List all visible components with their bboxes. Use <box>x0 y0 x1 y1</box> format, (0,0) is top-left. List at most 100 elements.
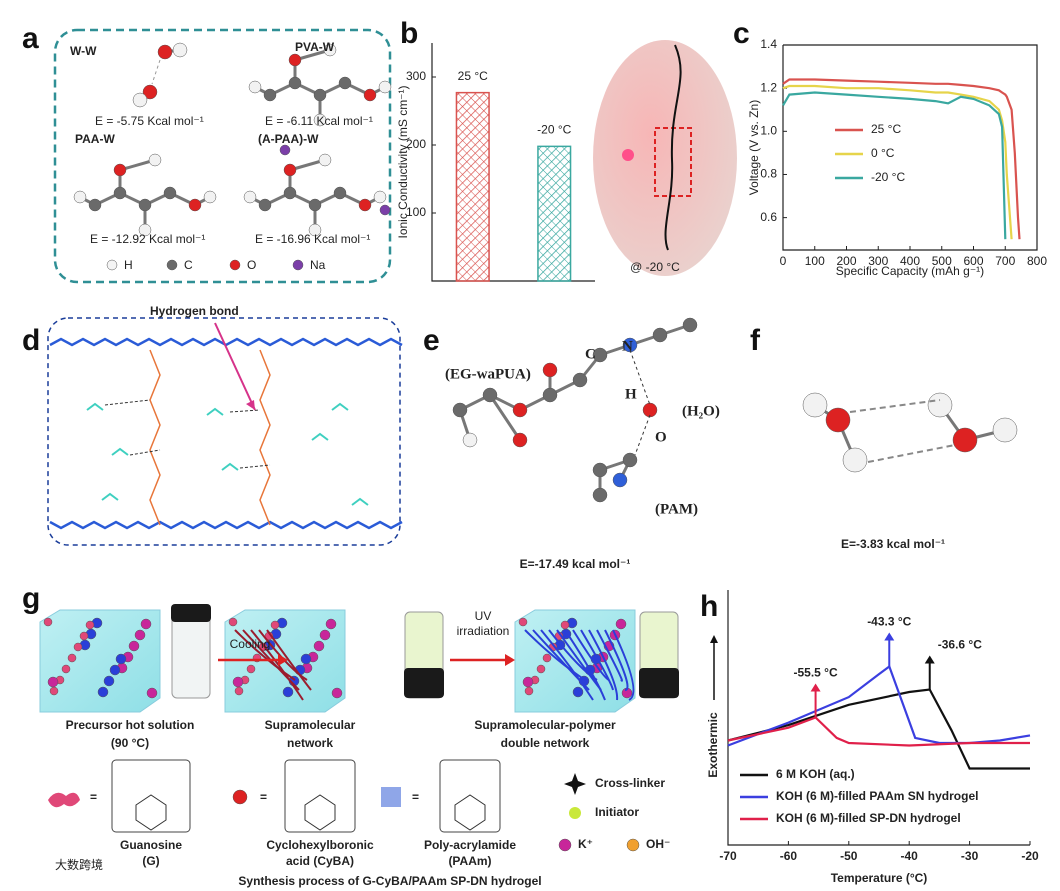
panel-letter: g <box>22 582 40 615</box>
x-tick-label: 300 <box>868 254 888 268</box>
legend-label: OH⁻ <box>646 837 670 851</box>
legend-label: -20 °C <box>871 170 905 184</box>
atom <box>319 629 331 641</box>
panel-a-label: PAA-W <box>75 132 115 146</box>
water <box>206 407 224 416</box>
network <box>596 629 623 682</box>
atom <box>622 452 638 468</box>
atom <box>323 43 337 57</box>
atom <box>85 620 95 630</box>
atom <box>642 402 658 418</box>
component-label: Cyclohexylboronic <box>266 838 374 852</box>
atom <box>536 664 546 674</box>
legend-label: O <box>247 258 256 272</box>
legend-label: Cross-linker <box>595 776 665 790</box>
atom <box>626 838 640 852</box>
atom <box>542 362 558 378</box>
atom <box>283 163 297 177</box>
atom <box>592 462 608 478</box>
atom <box>49 686 59 696</box>
water <box>111 447 129 456</box>
bond <box>488 394 522 441</box>
peak-label: -36.6 °C <box>938 638 982 652</box>
series-line <box>727 688 1030 770</box>
atom <box>452 402 468 418</box>
x-tick-label: 0 <box>780 254 787 268</box>
energy-label: E = -6.11 Kcal mol⁻¹ <box>265 114 373 128</box>
panel-a-frame <box>53 28 392 284</box>
atom <box>313 113 327 127</box>
x-axis-label: Temperature (°C) <box>831 871 928 885</box>
series-line <box>782 84 1013 240</box>
atom-label: (PAM) <box>655 501 698 517</box>
axis <box>782 44 1038 251</box>
atom <box>333 186 347 200</box>
panel-letter: f <box>750 324 761 357</box>
network <box>604 629 629 691</box>
water <box>86 402 104 411</box>
x-tick-label: -20 <box>1021 849 1039 863</box>
annotation-head <box>810 683 821 692</box>
atom <box>542 387 558 403</box>
polymer-chain <box>49 520 403 530</box>
atom <box>313 640 325 652</box>
legend-label: H <box>124 258 133 272</box>
annotation-head <box>924 655 935 664</box>
atom <box>560 620 570 630</box>
h-bond <box>239 464 271 469</box>
atom <box>148 153 162 167</box>
x-tick-label: -40 <box>901 849 919 863</box>
atom <box>282 686 294 698</box>
atom <box>572 372 588 388</box>
atom <box>802 392 828 418</box>
atom <box>258 198 272 212</box>
x-tick-label: 800 <box>1027 254 1047 268</box>
atom <box>234 686 244 696</box>
atom <box>512 432 528 448</box>
atom <box>292 259 304 271</box>
atom <box>142 84 158 100</box>
atom <box>313 88 327 102</box>
legend-label: 25 °C <box>871 122 901 136</box>
cube <box>39 609 161 713</box>
network <box>250 629 304 701</box>
network <box>564 629 606 701</box>
atom <box>524 686 534 696</box>
h-bond <box>867 444 956 463</box>
arrow-head <box>278 654 288 666</box>
panel-a-label: (A-PAA)-W <box>258 132 319 146</box>
wire <box>664 44 682 251</box>
pointer-head <box>246 400 255 410</box>
panel-letter: h <box>700 590 718 623</box>
series-line <box>727 664 1031 747</box>
bar <box>455 91 490 282</box>
atom <box>232 789 248 805</box>
atom <box>138 223 152 237</box>
energy-label: E = -16.96 Kcal mol⁻¹ <box>255 232 370 246</box>
atom <box>113 186 127 200</box>
atom <box>188 198 202 212</box>
legend-label: C <box>184 258 193 272</box>
atom-label: O <box>655 429 667 445</box>
atom <box>825 407 851 433</box>
atom <box>113 163 127 177</box>
h-bond <box>849 399 941 413</box>
atom <box>358 198 372 212</box>
atom <box>952 427 978 453</box>
atom <box>338 76 352 90</box>
structure-box <box>439 759 501 833</box>
paam-icon <box>381 787 401 807</box>
atom <box>106 259 118 271</box>
component-label: (G) <box>142 854 159 868</box>
atom <box>512 402 528 418</box>
atom <box>232 676 244 688</box>
atom <box>363 88 377 102</box>
h-bond <box>151 59 161 85</box>
network <box>588 629 619 701</box>
caption: Synthesis process of G-CyBA/PAAm SP-DN h… <box>238 874 541 888</box>
atom <box>279 144 291 156</box>
panel-d-frame <box>47 317 401 546</box>
polymer-chain <box>49 337 403 347</box>
atom <box>542 653 552 663</box>
energy-label: E=-17.49 kcal mol⁻¹ <box>520 557 631 571</box>
